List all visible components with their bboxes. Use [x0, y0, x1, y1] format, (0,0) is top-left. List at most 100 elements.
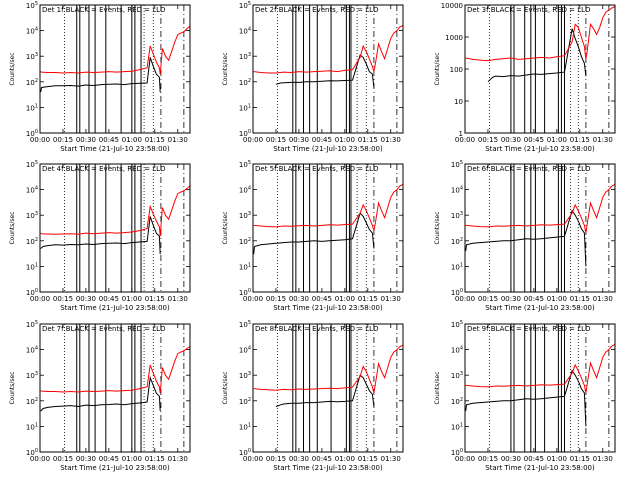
plot-frame — [39, 163, 191, 293]
series-lld — [40, 25, 191, 75]
y-tick-label: 100 — [26, 448, 38, 457]
x-tick-label: 01:00 — [122, 455, 142, 463]
x-axis-label: Start Time (21-Jul-10 23:58:00) — [60, 304, 170, 312]
y-tick-label: 100 — [451, 288, 463, 297]
y-tick-label: 100 — [26, 288, 38, 297]
panel-title: Det 1f BLACK = Events, RED = LLD — [42, 6, 165, 14]
x-axis-label: Start Time (21-Jul-10 23:58:00) — [485, 145, 595, 153]
series-events — [40, 375, 161, 412]
series-lld — [465, 183, 616, 234]
x-tick-label: 00:15 — [478, 455, 498, 463]
y-tick-label: 105 — [239, 320, 251, 329]
panel-2: Det 2f BLACK = Events, RED = LLD 100 101 10… — [222, 1, 404, 153]
x-tick-label: 01:15 — [358, 455, 378, 463]
x-tick-label: 01:30 — [168, 295, 188, 303]
y-tick-label: 105 — [26, 160, 38, 169]
panel-4: Det 4f BLACK = Events, RED = LLD 100 101 10… — [9, 160, 191, 312]
y-tick-label: 105 — [239, 1, 251, 10]
y-tick-label: 105 — [239, 160, 251, 169]
series-events — [253, 212, 375, 255]
x-axis-label: Start Time (21-Jul-10 23:58:00) — [485, 464, 595, 472]
x-tick-label: 00:00 — [243, 295, 263, 303]
x-tick-label: 01:00 — [335, 136, 355, 144]
panel-title: Det 6f BLACK = Events, RED = LLD — [467, 165, 590, 173]
plot-frame — [39, 323, 191, 453]
y-axis-label: Counts/sec — [9, 371, 16, 404]
y-tick-label: 10000 — [441, 2, 463, 10]
series-lld — [253, 344, 404, 394]
y-axis-label: Counts/sec — [222, 52, 229, 85]
x-tick-label: 00:30 — [289, 295, 309, 303]
series-events — [275, 374, 375, 407]
x-tick-label: 01:00 — [547, 136, 567, 144]
x-tick-label: 01:00 — [547, 295, 567, 303]
y-tick-label: 103 — [451, 371, 463, 380]
y-axis-label: Counts/sec — [434, 52, 441, 85]
y-tick-label: 101 — [26, 422, 38, 431]
y-tick-label: 104 — [451, 186, 463, 195]
y-tick-label: 104 — [239, 346, 251, 355]
panel-title: Det 8f BLACK = Events, RED = LLD — [255, 325, 378, 333]
x-tick-label: 00:15 — [53, 455, 73, 463]
series-events — [40, 57, 161, 93]
x-tick-label: 00:45 — [524, 295, 544, 303]
x-axis-label: Start Time (21-Jul-10 23:58:00) — [485, 304, 595, 312]
x-tick-label: 00:30 — [289, 455, 309, 463]
x-tick-label: 00:15 — [266, 295, 286, 303]
x-tick-label: 01:15 — [358, 295, 378, 303]
x-tick-label: 00:00 — [30, 455, 50, 463]
x-tick-label: 01:00 — [547, 455, 567, 463]
x-tick-label: 00:45 — [524, 136, 544, 144]
x-tick-label: 01:15 — [145, 295, 165, 303]
x-axis-label: Start Time (21-Jul-10 23:58:00) — [273, 464, 383, 472]
x-axis-label: Start Time (21-Jul-10 23:58:00) — [60, 145, 170, 153]
x-axis-label: Start Time (21-Jul-10 23:58:00) — [60, 464, 170, 472]
x-tick-label: 00:15 — [53, 295, 73, 303]
panel-1: Det 1f BLACK = Events, RED = LLD 100 101 10… — [9, 1, 191, 153]
y-tick-label: 104 — [239, 186, 251, 195]
y-tick-label: 10 — [454, 98, 463, 106]
x-tick-label: 00:30 — [501, 136, 521, 144]
y-tick-label: 100 — [451, 448, 463, 457]
x-tick-label: 00:45 — [312, 136, 332, 144]
plot-frame — [252, 323, 404, 453]
x-tick-label: 00:15 — [266, 455, 286, 463]
y-axis-label: Counts/sec — [434, 371, 441, 404]
y-tick-label: 103 — [239, 211, 251, 220]
y-tick-label: 102 — [451, 237, 463, 246]
x-tick-label: 01:00 — [335, 295, 355, 303]
y-tick-label: 103 — [239, 371, 251, 380]
plot-frame — [464, 4, 616, 134]
y-tick-label: 104 — [26, 346, 38, 355]
x-tick-label: 00:00 — [243, 136, 263, 144]
y-tick-label: 102 — [451, 397, 463, 406]
x-tick-label: 00:30 — [501, 455, 521, 463]
y-tick-label: 1 — [459, 130, 463, 138]
y-tick-label: 100 — [239, 129, 251, 138]
y-tick-label: 102 — [239, 78, 251, 87]
y-tick-label: 102 — [239, 237, 251, 246]
x-tick-label: 00:45 — [312, 295, 332, 303]
x-tick-label: 01:15 — [570, 136, 590, 144]
y-tick-label: 102 — [239, 397, 251, 406]
y-axis-label: Counts/sec — [9, 52, 16, 85]
series-events — [275, 54, 375, 88]
y-tick-label: 102 — [26, 397, 38, 406]
x-tick-label: 01:15 — [145, 136, 165, 144]
series-lld — [40, 185, 191, 237]
x-tick-label: 01:30 — [593, 136, 613, 144]
x-tick-label: 01:30 — [593, 455, 613, 463]
x-axis-label: Start Time (21-Jul-10 23:58:00) — [273, 145, 383, 153]
y-tick-label: 105 — [26, 320, 38, 329]
panel-9: Det 9f BLACK = Events, RED = LLD 100 101 10… — [434, 320, 616, 472]
series-events — [465, 209, 587, 267]
series-lld — [40, 346, 191, 394]
y-tick-label: 101 — [26, 103, 38, 112]
y-tick-label: 100 — [450, 66, 463, 74]
x-tick-label: 01:15 — [145, 455, 165, 463]
x-tick-label: 00:15 — [478, 136, 498, 144]
x-tick-label: 00:30 — [76, 455, 96, 463]
x-tick-label: 01:15 — [570, 455, 590, 463]
x-tick-label: 01:30 — [381, 455, 401, 463]
plot-frame — [464, 163, 616, 293]
